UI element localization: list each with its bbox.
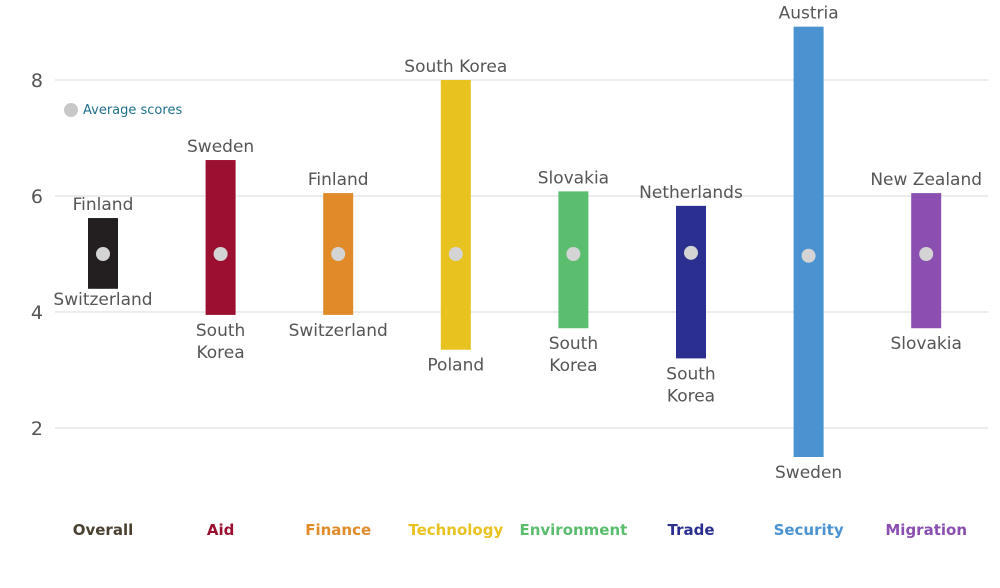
max-country-label: Austria bbox=[779, 4, 839, 24]
max-country-label: Finland bbox=[73, 195, 134, 215]
max-country-label: Netherlands bbox=[639, 183, 743, 203]
category-label: Aid bbox=[207, 521, 235, 539]
max-country-label: Slovakia bbox=[538, 168, 609, 188]
min-country-label: Poland bbox=[427, 356, 484, 376]
min-country-label: Switzerland bbox=[289, 321, 388, 341]
category-label: Technology bbox=[408, 521, 503, 539]
range-bar-trade bbox=[676, 205, 706, 359]
range-bar-security bbox=[793, 26, 824, 457]
category-label: Finance bbox=[305, 521, 371, 539]
category-label: Security bbox=[774, 521, 844, 539]
average-score-marker bbox=[448, 247, 463, 261]
category-label: Trade bbox=[667, 521, 714, 539]
min-country-label: South Korea bbox=[196, 321, 245, 363]
average-score-marker bbox=[919, 247, 934, 261]
average-score-marker bbox=[566, 247, 581, 261]
average-score-marker bbox=[331, 247, 346, 261]
range-bar-aid bbox=[205, 160, 236, 315]
min-country-label: Switzerland bbox=[53, 290, 152, 310]
legend-label: Average scores bbox=[83, 103, 182, 118]
y-tick-label: 8 bbox=[31, 70, 43, 92]
average-score-marker bbox=[801, 248, 816, 263]
min-country-label: South Korea bbox=[549, 334, 598, 376]
legend-marker bbox=[64, 103, 78, 117]
max-country-label: Sweden bbox=[187, 137, 254, 157]
max-country-label: Finland bbox=[308, 170, 369, 190]
range-bar-technology bbox=[440, 80, 471, 350]
legend: Average scores bbox=[64, 103, 182, 118]
min-country-label: Sweden bbox=[775, 463, 842, 483]
category-label: Migration bbox=[885, 521, 967, 539]
gridlines: 2 4 6 8 bbox=[31, 70, 988, 440]
average-score-marker bbox=[684, 245, 698, 260]
max-country-label: South Korea bbox=[404, 57, 507, 77]
y-tick-label: 6 bbox=[31, 186, 43, 208]
average-score-marker bbox=[213, 247, 228, 261]
max-country-label: New Zealand bbox=[870, 170, 982, 190]
y-tick-label: 4 bbox=[31, 302, 43, 324]
range-bars bbox=[88, 26, 942, 457]
min-country-label: Slovakia bbox=[891, 334, 962, 354]
average-score-marker bbox=[96, 247, 110, 261]
category-label: Environment bbox=[519, 521, 627, 539]
category-label: Overall bbox=[73, 521, 134, 539]
min-country-label: South Korea bbox=[666, 364, 715, 406]
y-tick-label: 2 bbox=[31, 418, 43, 440]
labels: Finland Switzerland Overall Sweden South Kore… bbox=[53, 4, 982, 539]
